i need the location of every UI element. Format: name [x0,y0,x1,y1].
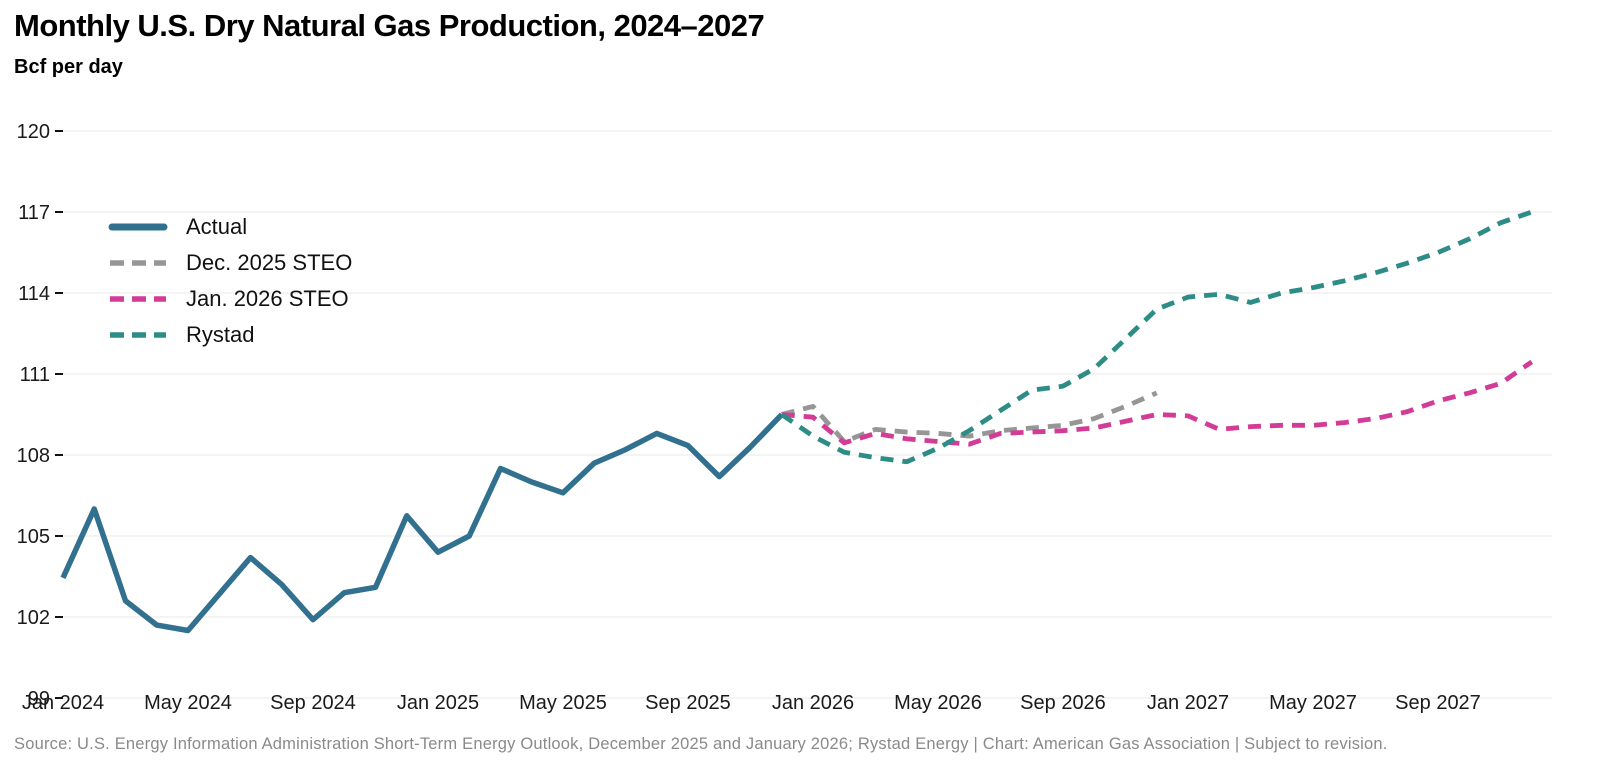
x-tick-label: May 2026 [894,692,982,714]
legend-item-actual: Actual [108,209,352,245]
chart-legend: Actual Dec. 2025 STEO Jan. 2026 STEO Rys… [108,209,352,353]
x-tick-label: Jan 2027 [1147,692,1229,714]
legend-label-dec-2025-steo: Dec. 2025 STEO [186,250,353,275]
legend-swatch-rystad-line [110,332,166,338]
legend-swatch-jan-2026-steo-line [110,296,166,302]
y-tick-label: 102 [17,607,50,629]
legend-label-jan-2026-steo: Jan. 2026 STEO [186,286,349,311]
y-tick-label: 111 [20,364,50,386]
legend-label-actual: Actual [186,214,248,239]
series-line-rystad [780,209,1533,465]
x-tick-label: May 2027 [1269,692,1357,714]
x-tick-label: May 2025 [519,692,607,714]
y-tick-label: 120 [17,121,50,143]
x-tick-label: Jan 2026 [772,692,854,714]
x-tick-label: Jan 2024 [22,692,104,714]
chart-subtitle: Bcf per day [14,56,123,78]
x-tick-label: Sep 2026 [1020,692,1106,714]
legend-label-rystad: Rystad [186,322,255,347]
y-tick-label: 99 [28,688,50,710]
x-tick-label: Sep 2024 [270,692,356,714]
y-tick-label: 117 [18,202,50,224]
legend-swatch-dec-2025-steo-line [110,260,166,266]
series-line-actual [60,412,784,634]
series-line-dec-2025-steo [781,390,1158,444]
x-tick-label: May 2024 [144,692,232,714]
x-tick-label: Sep 2025 [645,692,731,714]
y-tick-label: 108 [17,445,50,467]
y-tick-label: 105 [17,526,50,548]
legend-item-rystad: Rystad [108,317,352,353]
y-tick-label: 114 [18,283,50,305]
series-line-jan-2026-steo [781,359,1534,447]
legend-item-dec-2025-steo: Dec. 2025 STEO [108,245,352,281]
x-tick-label: Sep 2027 [1395,692,1481,714]
legend-item-jan-2026-steo: Jan. 2026 STEO [108,281,352,317]
chart-title: Monthly U.S. Dry Natural Gas Production,… [14,8,765,43]
source-note: Source: U.S. Energy Information Administ… [14,735,1388,753]
x-tick-label: Jan 2025 [397,692,479,714]
legend-swatch-actual-line [108,223,168,231]
